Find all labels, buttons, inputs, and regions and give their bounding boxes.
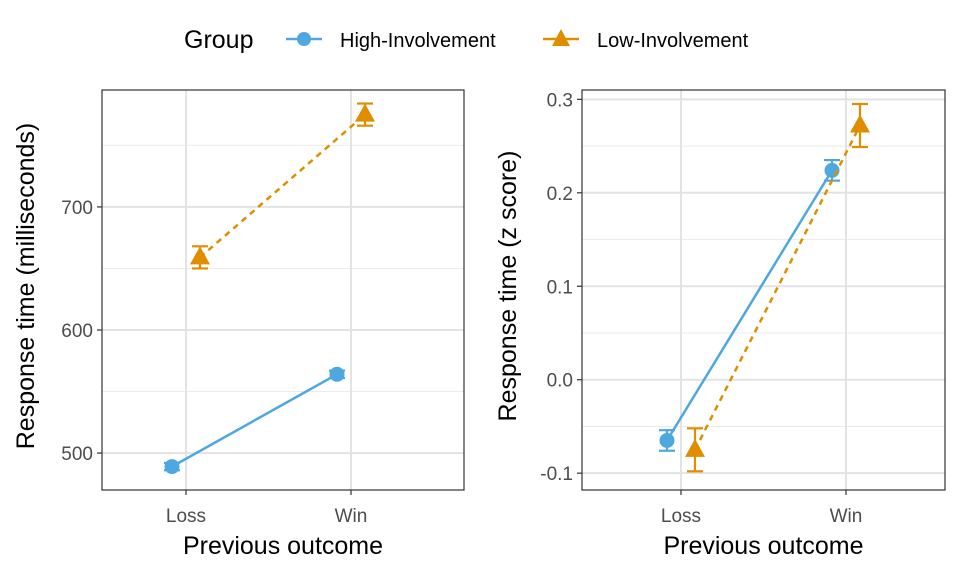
panel-border xyxy=(101,89,465,491)
series-line-low-involvement xyxy=(693,124,862,451)
legend-label-high-involvement: High-Involvement xyxy=(340,30,496,52)
legend-title: Group xyxy=(184,26,253,54)
x-tick-label: Loss xyxy=(661,506,701,527)
y-tick-label: -0.1 xyxy=(540,464,573,485)
series-line-low-involvement xyxy=(199,113,366,259)
legend-item-low-involvement: Low-Involvement xyxy=(543,29,749,52)
y-tick-label: 0.1 xyxy=(547,277,573,298)
y-tick-label: 0.2 xyxy=(547,184,573,205)
legend: Group High-Involvement Low-Involvement xyxy=(184,26,749,54)
legend-label-low-involvement: Low-Involvement xyxy=(597,30,749,52)
x-axis-title: Previous outcome xyxy=(183,532,383,560)
panel-border xyxy=(581,89,946,491)
y-tick-label: 500 xyxy=(61,444,93,465)
data-point-high-involvement xyxy=(164,459,180,475)
y-axis-title: Response time (milliseconds) xyxy=(12,123,40,450)
y-tick-label: 700 xyxy=(61,198,93,219)
data-point-low-involvement xyxy=(850,114,870,133)
legend-item-high-involvement: High-Involvement xyxy=(286,30,496,52)
legend-key-triangle-icon xyxy=(552,29,570,46)
data-point-high-involvement xyxy=(329,366,345,382)
series-line-high-involvement xyxy=(171,373,338,468)
panel-milliseconds: 500 600 700 Loss Win Previous outcome Response… xyxy=(12,89,465,560)
y-tick-label: 0.0 xyxy=(547,371,573,392)
series-line-high-involvement xyxy=(665,169,834,442)
x-tick-label: Win xyxy=(335,506,368,527)
data-point-low-involvement xyxy=(190,246,210,265)
y-tick-label: 600 xyxy=(61,321,93,342)
data-point-high-involvement xyxy=(659,432,675,448)
y-axis-title: Response time (z score) xyxy=(494,151,522,422)
x-axis-title: Previous outcome xyxy=(663,532,863,560)
legend-key-circle-icon xyxy=(297,32,311,46)
data-point-low-involvement xyxy=(685,438,705,457)
x-tick-label: Loss xyxy=(166,506,206,527)
x-tick-label: Win xyxy=(830,506,863,527)
panel-z-score: -0.1 0.0 0.1 0.2 0.3 Loss Win Previous outcome R… xyxy=(494,89,946,560)
data-point-low-involvement xyxy=(355,103,375,122)
y-tick-label: 0.3 xyxy=(547,90,573,111)
